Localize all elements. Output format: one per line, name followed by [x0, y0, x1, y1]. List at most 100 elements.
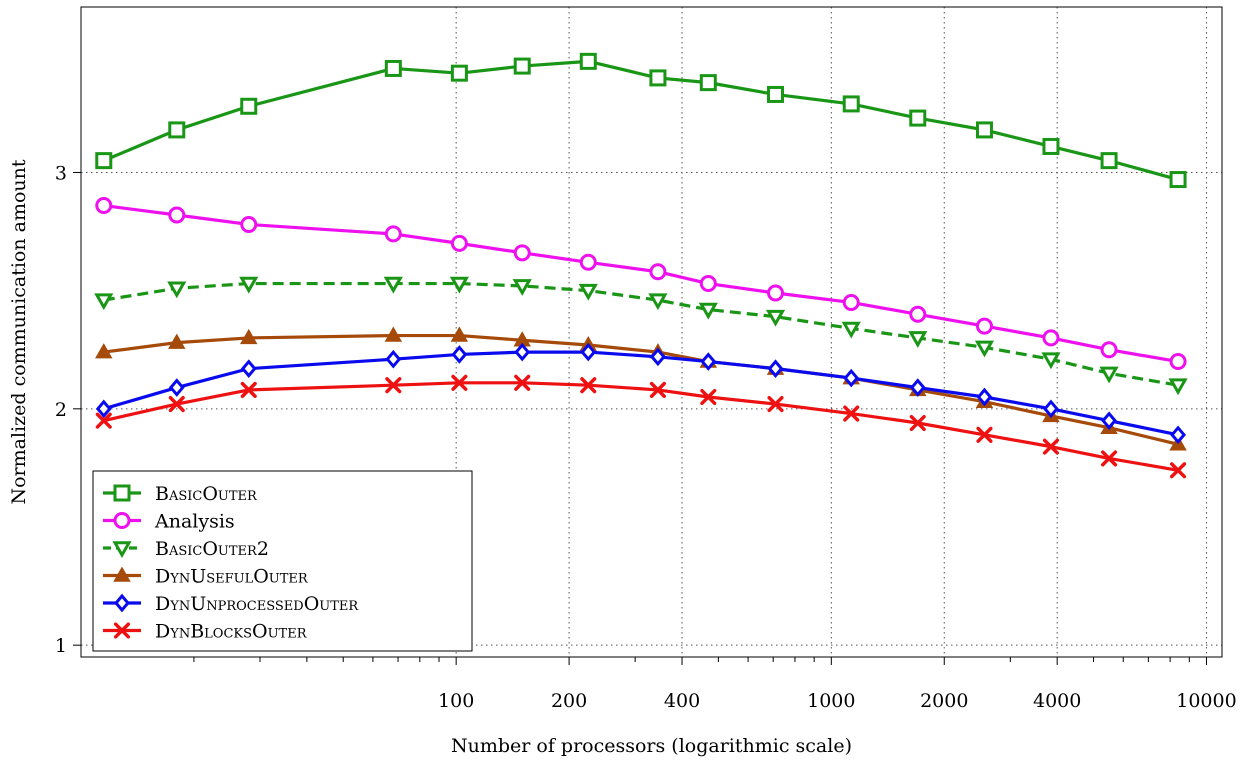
- data-point: [841, 321, 861, 339]
- data-point: [168, 333, 186, 349]
- legend-entry: DynUnprocessedOuter: [103, 593, 359, 615]
- data-point: [842, 95, 860, 113]
- data-point: [168, 378, 185, 397]
- legend-label: DynUsefulOuter: [155, 566, 309, 588]
- legend-entry: DynUsefulOuter: [103, 566, 309, 588]
- data-point: [95, 152, 113, 170]
- legend-marker: [113, 566, 131, 582]
- data-point: [909, 414, 926, 432]
- data-point: [976, 387, 993, 407]
- series-circle: [95, 197, 1187, 371]
- data-point: [1101, 450, 1118, 467]
- data-point: [451, 345, 468, 364]
- data-point: [1100, 152, 1118, 170]
- data-point: [1169, 353, 1187, 371]
- grid-lines: [81, 7, 1222, 657]
- data-point: [700, 352, 717, 371]
- data-point: [95, 197, 113, 215]
- series-layer: [94, 52, 1188, 479]
- legend-marker: [113, 512, 131, 529]
- data-point: [1169, 171, 1187, 189]
- data-point: [909, 109, 927, 127]
- data-point: [1042, 329, 1060, 347]
- series-line: [103, 381, 1179, 472]
- data-point: [974, 340, 995, 358]
- data-point: [450, 64, 468, 82]
- data-point: [240, 97, 258, 115]
- data-point: [909, 378, 926, 397]
- y-tick-label: 3: [55, 162, 67, 184]
- data-point: [95, 343, 113, 359]
- data-point: [975, 121, 993, 139]
- data-point: [975, 317, 993, 335]
- x-tick-label: 1000: [807, 690, 855, 712]
- series-triangle-down: [94, 276, 1188, 396]
- series-line: [103, 59, 1179, 182]
- data-point: [1100, 341, 1118, 359]
- data-point: [240, 215, 258, 233]
- data-point: [168, 121, 186, 139]
- data-point: [767, 284, 785, 302]
- x-tick-label: 100: [438, 690, 474, 712]
- legend-marker: [113, 622, 131, 639]
- legend-marker: [114, 593, 130, 613]
- data-point: [1043, 399, 1059, 419]
- data-point: [167, 281, 187, 299]
- legend: BasicOuter Analysis BasicOuter2 DynUsefulOu…: [92, 470, 473, 652]
- data-point: [450, 234, 468, 252]
- data-point: [578, 283, 598, 301]
- x-tick-label: 2000: [920, 690, 968, 712]
- data-point: [384, 59, 402, 77]
- data-point: [765, 309, 786, 327]
- legend-entry: BasicOuter: [103, 483, 258, 505]
- y-axis-title: Normalized communication amount: [8, 159, 30, 504]
- series-square: [95, 52, 1187, 189]
- data-point: [1101, 411, 1117, 430]
- data-point: [1170, 462, 1187, 479]
- data-point: [908, 331, 928, 348]
- data-point: [513, 57, 531, 75]
- data-point: [700, 388, 717, 406]
- series-diamond: [95, 342, 1186, 445]
- data-point: [843, 368, 860, 388]
- legend-entry: Analysis: [103, 511, 235, 533]
- data-point: [649, 381, 666, 398]
- data-point: [449, 276, 469, 294]
- data-point: [650, 347, 666, 367]
- data-point: [649, 263, 667, 281]
- data-point: [514, 342, 531, 362]
- data-point: [699, 74, 717, 92]
- data-point: [451, 374, 468, 391]
- legend-label: DynBlocksOuter: [155, 621, 308, 643]
- x-tick-label: 400: [664, 690, 700, 712]
- data-point: [1041, 352, 1061, 370]
- data-point: [385, 377, 402, 394]
- data-point: [579, 52, 597, 70]
- series-line: [103, 203, 1179, 364]
- data-point: [976, 426, 993, 443]
- data-point: [579, 253, 597, 271]
- data-point: [698, 302, 718, 320]
- legend-label: DynUnprocessedOuter: [155, 593, 359, 615]
- data-point: [168, 396, 185, 413]
- data-point: [842, 293, 860, 311]
- data-point: [384, 225, 402, 243]
- series-cross: [95, 374, 1187, 479]
- y-tick-label: 1: [55, 635, 67, 657]
- data-point: [1042, 137, 1060, 155]
- data-point: [512, 279, 532, 296]
- plot-frame: [80, 6, 1223, 658]
- x-tick-label: 10000: [1176, 690, 1236, 712]
- x-tick-label: 200: [551, 690, 587, 712]
- data-point: [648, 293, 668, 311]
- data-point: [385, 349, 402, 369]
- data-point: [450, 326, 469, 342]
- x-tick-label: 4000: [1033, 690, 1081, 712]
- data-point: [767, 396, 784, 413]
- data-point: [1170, 425, 1186, 445]
- legend-entry: DynBlocksOuter: [103, 621, 308, 643]
- data-point: [240, 328, 258, 345]
- data-point: [239, 276, 259, 294]
- x-axis-title: Number of processors (logarithmic scale): [451, 735, 852, 757]
